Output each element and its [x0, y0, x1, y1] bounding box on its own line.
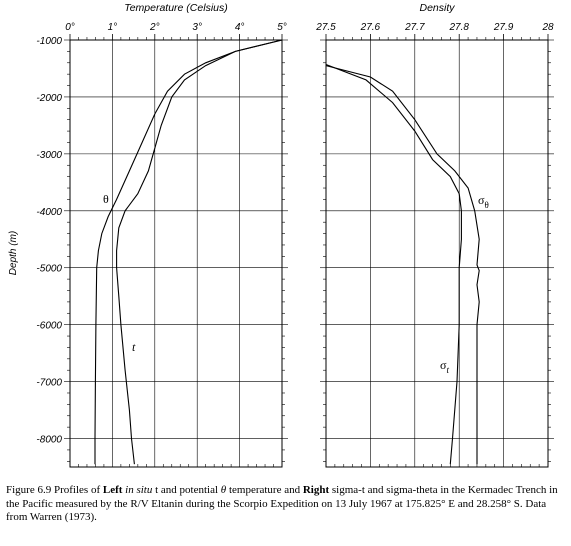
- caption-text-2: t and potential: [152, 484, 221, 496]
- y-tick-label: -3000: [36, 150, 62, 161]
- x-tick-label: 27.9: [493, 22, 514, 33]
- y-tick-label: -6000: [36, 321, 62, 332]
- y-tick-label: -5000: [36, 264, 62, 275]
- x-tick-label: 27.7: [404, 22, 425, 33]
- x-tick-label: 5°: [277, 22, 287, 33]
- plot-frame: [325, 39, 549, 468]
- x-tick-label: 27.8: [448, 22, 469, 33]
- y-tick-label: -8000: [36, 435, 62, 446]
- x-tick-label: 2°: [149, 22, 160, 33]
- figure-caption: Figure 6.9 Profiles of Left in situ t an…: [6, 484, 566, 525]
- plot-frame: [69, 39, 283, 468]
- caption-text-4: sigma-t and sigma-theta in the Kermadec …: [6, 484, 558, 523]
- temperature-panel: Temperature (Celsius) 0° 1° 2° 3° 4° 5° -1000 -2…: [36, 2, 288, 468]
- y-tick-label: -7000: [36, 378, 62, 389]
- caption-left: Left: [102, 484, 123, 496]
- series-line-sigma-t: [325, 63, 462, 465]
- series-line-t: [116, 39, 283, 465]
- series-line-sigma-theta: [325, 65, 480, 465]
- curve-label: t: [132, 340, 136, 354]
- x-tick-label: 28: [541, 22, 554, 33]
- panel-title: Temperature (Celsius): [124, 2, 227, 14]
- caption-in-situ: in situ: [122, 484, 153, 496]
- caption-theta: θ: [220, 484, 227, 496]
- x-tick-label: 27.6: [360, 22, 381, 33]
- x-tick-label: 3°: [192, 22, 202, 33]
- y-tick-label: -1000: [36, 36, 62, 47]
- curve-label: σt: [440, 358, 449, 375]
- curve-label: θ: [103, 192, 109, 206]
- panel-title: Density: [419, 2, 455, 14]
- y-tick-label: -4000: [36, 207, 62, 218]
- x-tick-label: 1°: [108, 22, 118, 33]
- caption-text-3: temperature and: [226, 484, 303, 496]
- y-axis-label: Depth (m): [8, 231, 19, 275]
- x-tick-label: 27.5: [315, 22, 336, 33]
- caption-right: Right: [302, 484, 330, 496]
- y-tick-label: -2000: [36, 93, 62, 104]
- x-tick-label: 0°: [65, 22, 75, 33]
- density-panel: Density 27.5 27.6 27.7 27.8 27.9 28 σθ σt: [315, 2, 554, 468]
- x-tick-label: 4°: [235, 22, 245, 33]
- series-line-theta: [94, 39, 283, 465]
- curve-label: σθ: [478, 193, 489, 210]
- figure-panels: Temperature (Celsius) 0° 1° 2° 3° 4° 5° -1000 -2…: [8, 2, 554, 468]
- caption-text: Figure 6.9 Profiles of: [6, 484, 103, 496]
